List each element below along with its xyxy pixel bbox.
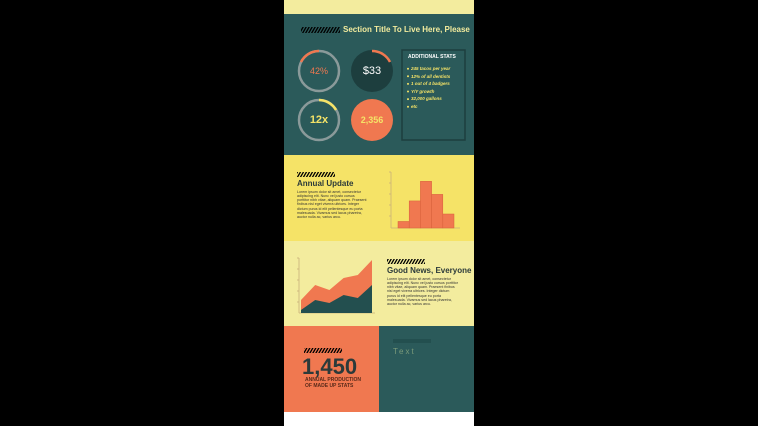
gauge-arc	[299, 49, 320, 63]
body-text: Lorem ipsum dolor sit amet, consectetur …	[387, 277, 458, 306]
top-strip	[284, 0, 474, 14]
bar	[408, 200, 421, 229]
stat-item: etc	[411, 104, 418, 109]
orange-block	[284, 326, 379, 412]
bar-decor	[393, 339, 431, 343]
area	[301, 285, 372, 313]
bar	[397, 221, 410, 229]
side-text: Text	[393, 347, 416, 356]
hatch	[387, 259, 425, 264]
stat-item: 12% of all dentists	[411, 73, 451, 79]
gauge-label: 42%	[309, 66, 328, 76]
heading: Annual Update	[297, 179, 354, 188]
body-text: Lorem ipsum dolor sit amet, consectetur …	[297, 190, 367, 219]
gauge-arc	[318, 98, 338, 111]
section-title: Section Title To Live Here, Please	[343, 25, 470, 34]
bar	[431, 194, 444, 229]
hatch	[301, 27, 340, 33]
bullet	[407, 105, 409, 108]
gauge-label: 12x	[309, 114, 329, 126]
gauge-label: $33	[362, 65, 382, 77]
gauge-disc	[351, 99, 393, 141]
hatch	[297, 172, 335, 177]
bullet	[407, 75, 409, 78]
stats-title: ADDITIONAL STATS	[408, 54, 456, 60]
heading: Good News, Everyone	[387, 266, 472, 275]
bullet	[407, 90, 409, 93]
bullet	[407, 98, 409, 101]
gauge-label: 2,356	[360, 115, 384, 125]
teal-block	[379, 326, 474, 412]
big-number: 1,450	[302, 354, 358, 379]
stat-item: 245 tacos per year	[411, 66, 451, 71]
stat-item: 1 out of 4 badgers	[411, 81, 450, 87]
gauge-arc	[371, 49, 392, 63]
bullet	[407, 67, 409, 70]
gauge-disc	[351, 50, 393, 92]
hatch	[304, 348, 342, 353]
bottom-strip	[284, 412, 474, 426]
stats-box	[401, 49, 466, 141]
stat-item: 32,000 gallons	[411, 96, 442, 102]
bar	[442, 213, 455, 229]
bullet	[407, 82, 409, 85]
bar	[420, 181, 432, 229]
caption: ANNUAL PRODUCTION OF MADE UP STATS	[305, 377, 362, 389]
stat-item: Y/Y growth	[411, 88, 435, 94]
